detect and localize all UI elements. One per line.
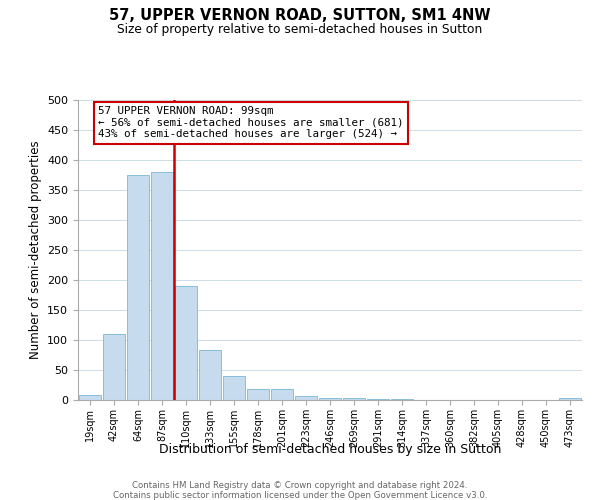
Bar bbox=[343, 398, 365, 400]
Bar bbox=[127, 175, 149, 400]
Bar bbox=[223, 376, 245, 400]
Bar bbox=[247, 389, 269, 400]
Bar bbox=[559, 398, 581, 400]
Bar bbox=[271, 389, 293, 400]
Text: Size of property relative to semi-detached houses in Sutton: Size of property relative to semi-detach… bbox=[118, 22, 482, 36]
Bar bbox=[367, 399, 389, 400]
Text: Contains public sector information licensed under the Open Government Licence v3: Contains public sector information licen… bbox=[113, 491, 487, 500]
Bar bbox=[103, 334, 125, 400]
Y-axis label: Number of semi-detached properties: Number of semi-detached properties bbox=[29, 140, 41, 360]
Bar bbox=[319, 398, 341, 400]
Bar bbox=[295, 396, 317, 400]
Text: 57, UPPER VERNON ROAD, SUTTON, SM1 4NW: 57, UPPER VERNON ROAD, SUTTON, SM1 4NW bbox=[109, 8, 491, 22]
Bar bbox=[151, 172, 173, 400]
Text: 57 UPPER VERNON ROAD: 99sqm
← 56% of semi-detached houses are smaller (681)
43% : 57 UPPER VERNON ROAD: 99sqm ← 56% of sem… bbox=[98, 106, 404, 139]
Text: Distribution of semi-detached houses by size in Sutton: Distribution of semi-detached houses by … bbox=[159, 442, 501, 456]
Bar bbox=[175, 286, 197, 400]
Bar bbox=[79, 395, 101, 400]
Text: Contains HM Land Registry data © Crown copyright and database right 2024.: Contains HM Land Registry data © Crown c… bbox=[132, 481, 468, 490]
Bar bbox=[199, 350, 221, 400]
